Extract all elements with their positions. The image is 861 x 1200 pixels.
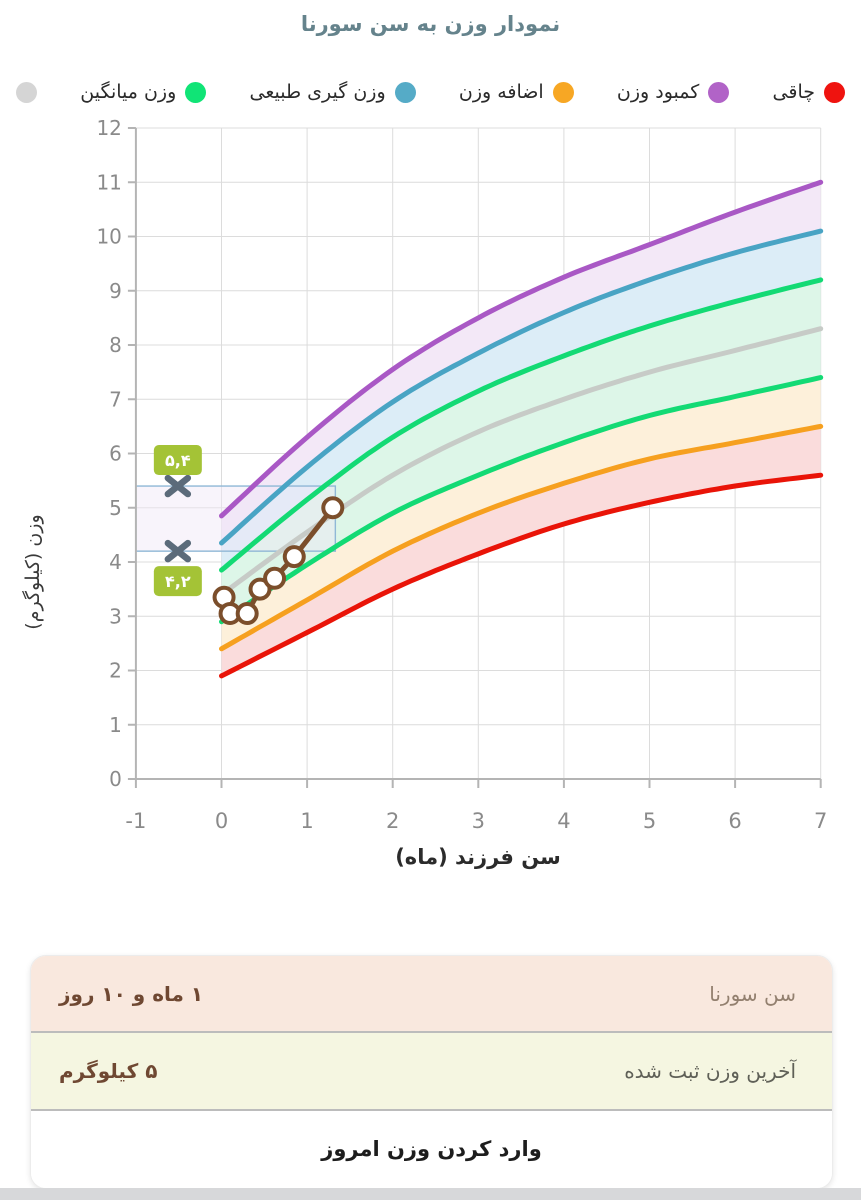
legend-item-2[interactable]: اضافه وزن bbox=[459, 81, 574, 103]
legend-item-label: چاقی bbox=[772, 81, 815, 103]
y-tick-label: 2 bbox=[109, 659, 122, 683]
legend-marker-icon-1 bbox=[708, 81, 730, 103]
y-tick-label: 9 bbox=[109, 279, 122, 303]
child-data-point[interactable] bbox=[248, 577, 272, 601]
x-tick-label: 5 bbox=[643, 809, 656, 833]
legend-item-0[interactable]: چاقی bbox=[773, 81, 845, 103]
y-tick-label: 5 bbox=[109, 496, 122, 520]
legend-marker-icon-2 bbox=[552, 81, 574, 103]
series-path-upper1-line bbox=[219, 277, 824, 573]
child-data-point[interactable] bbox=[263, 566, 287, 590]
bottom-strip bbox=[0, 1188, 861, 1200]
annotation-label-box-0 bbox=[153, 445, 202, 476]
summary-card: سن سورنا ۱ ماه و ۱۰ روز آخرین وزن ثبت شد… bbox=[30, 955, 833, 1189]
series-path-lower2-line bbox=[219, 423, 824, 652]
x-tick-label: 3 bbox=[472, 809, 485, 833]
x-tick-label: -1 bbox=[125, 809, 146, 833]
x-tick-label: 2 bbox=[386, 809, 399, 833]
annotation-label-1: ۴,۲ bbox=[165, 572, 191, 591]
annotation-label-box-1 bbox=[153, 566, 202, 597]
legend-item-label: وزن میانگین bbox=[80, 81, 177, 103]
x-tick-label: 0 bbox=[215, 809, 228, 833]
last-weight-value: ۵ کیلوگرم bbox=[59, 1058, 158, 1083]
y-tick-label: 6 bbox=[109, 442, 122, 466]
legend-marker-icon-5 bbox=[16, 81, 38, 103]
child-data-point[interactable] bbox=[321, 496, 345, 520]
last-weight-label: آخرین وزن ثبت شده bbox=[624, 1058, 796, 1083]
legend-item-label: اضافه وزن bbox=[458, 81, 544, 103]
age-row-value: ۱ ماه و ۱۰ روز bbox=[59, 981, 204, 1006]
x-tick-label: 6 bbox=[728, 809, 741, 833]
x-axis-title: سن فرزند (ماه) bbox=[395, 845, 561, 869]
x-marker-stroke bbox=[164, 474, 192, 498]
legend-item-3[interactable]: وزن گیری طبیعی bbox=[250, 81, 416, 103]
y-tick-label: 12 bbox=[96, 118, 121, 140]
y-tick-label: 4 bbox=[109, 550, 122, 574]
age-row-label: سن سورنا bbox=[709, 981, 796, 1006]
legend-marker-icon-3 bbox=[394, 81, 416, 103]
enter-weight-button[interactable]: وارد کردن وزن امروز bbox=[31, 1108, 832, 1188]
y-tick-label: 7 bbox=[109, 387, 122, 411]
annotation-marker-x-1 bbox=[164, 539, 192, 563]
x-tick-label: 4 bbox=[557, 809, 570, 833]
x-tick-label: 1 bbox=[300, 809, 313, 833]
legend-item-5[interactable] bbox=[16, 81, 38, 103]
x-marker-stroke bbox=[164, 539, 192, 563]
legend-item-4[interactable]: وزن میانگین bbox=[80, 81, 207, 103]
last-weight-row: آخرین وزن ثبت شده ۵ کیلوگرم bbox=[31, 1031, 832, 1109]
annotation-label-0: ۵,۴ bbox=[165, 451, 191, 470]
child-data-point[interactable] bbox=[235, 602, 259, 626]
band-fill-3 bbox=[221, 377, 821, 649]
series-path-band-top-line bbox=[219, 179, 824, 519]
series-path-band-bottom-line bbox=[219, 472, 824, 679]
y-tick-label: 3 bbox=[109, 604, 122, 628]
y-tick-label: 0 bbox=[109, 767, 122, 791]
series-path-lower1-line bbox=[219, 375, 824, 625]
legend-marker-icon-0 bbox=[824, 81, 845, 103]
page-title: نمودار وزن به سن سورنا bbox=[300, 12, 561, 36]
y-tick-label: 1 bbox=[109, 713, 122, 737]
series-path-upper2-line bbox=[219, 228, 824, 546]
y-tick-label: 10 bbox=[96, 225, 121, 249]
y-tick-label: 8 bbox=[109, 333, 122, 357]
band-fill-1 bbox=[221, 231, 821, 571]
child-data-point[interactable] bbox=[282, 545, 306, 569]
chart-legend: چاقی کمبود وزن اضافه وزن وزن گیری طبیعی وزن … bbox=[16, 72, 845, 112]
legend-marker-icon-4 bbox=[185, 81, 207, 103]
legend-item-1[interactable]: کمبود وزن bbox=[616, 81, 730, 103]
legend-item-label: کمبود وزن bbox=[616, 81, 700, 103]
legend-item-label: وزن گیری طبیعی bbox=[249, 81, 386, 103]
age-row: سن سورنا ۱ ماه و ۱۰ روز bbox=[31, 956, 832, 1032]
chart-area: 0 1 2 3 4 5 6 7 8 9 10 11 12 -1 0 1 2 3 4 5 6 7 ۵,۴ ۴,۲ وزن (کی… bbox=[0, 116, 861, 880]
annotation-marker-x-0 bbox=[164, 474, 192, 498]
y-axis-title: وزن (کیلوگرم) bbox=[22, 514, 44, 630]
band-fill-4 bbox=[221, 426, 821, 676]
x-tick-label: 7 bbox=[814, 809, 827, 833]
y-tick-label: 11 bbox=[96, 170, 121, 194]
